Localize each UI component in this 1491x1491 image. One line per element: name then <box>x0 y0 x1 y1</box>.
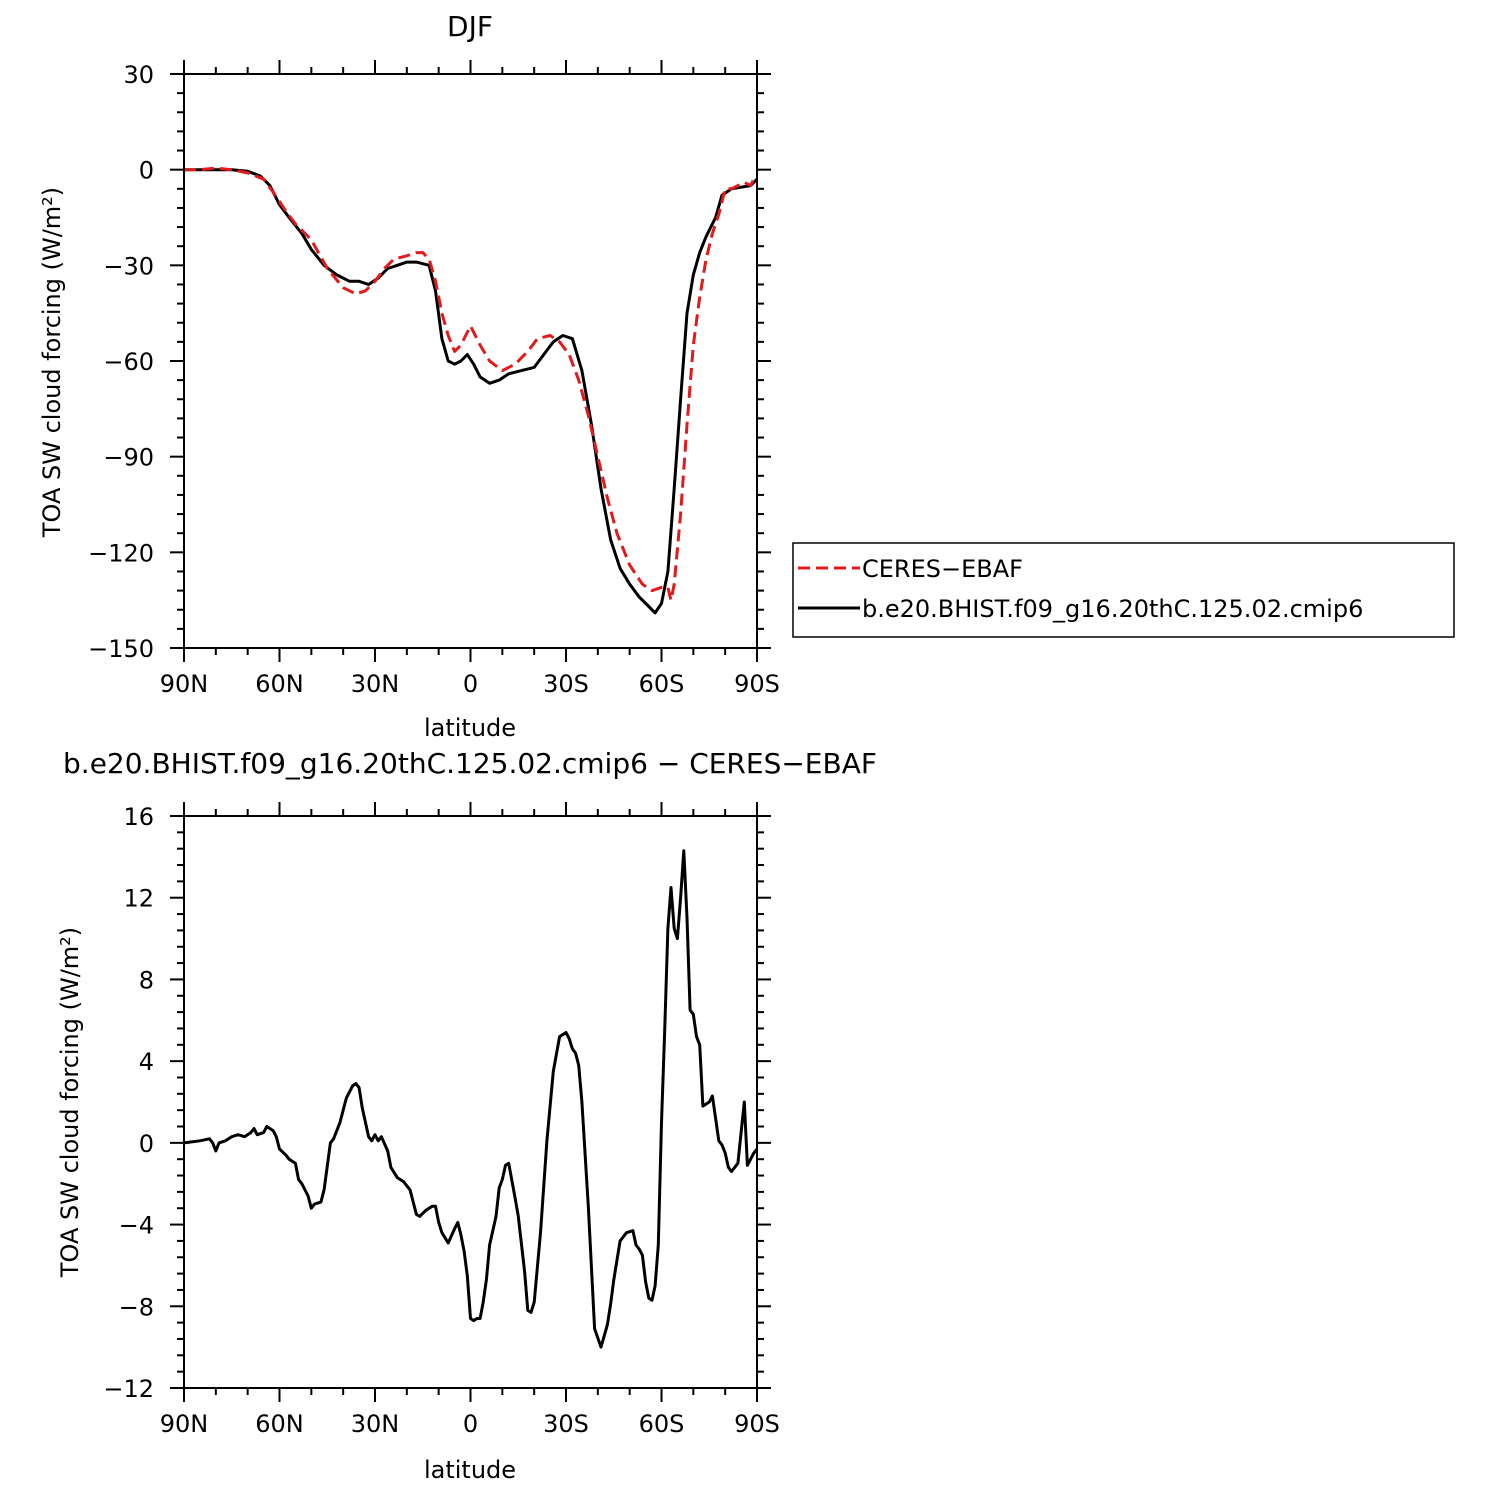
x-tick-label: 0 <box>463 1410 478 1438</box>
y-tick-label: 16 <box>123 803 154 831</box>
chart-title: b.e20.BHIST.f09_g16.20thC.125.02.cmip6 −… <box>63 747 877 780</box>
y-tick-label: −60 <box>103 348 154 376</box>
x-tick-label: 90S <box>734 670 780 698</box>
x-tick-label: 90N <box>160 670 209 698</box>
chart-title: DJF <box>447 10 493 43</box>
y-tick-label: −150 <box>88 635 154 663</box>
legend-label-ceres: CERES−EBAF <box>862 555 1023 583</box>
y-tick-label: 8 <box>139 966 154 994</box>
legend-label-model: b.e20.BHIST.f09_g16.20thC.125.02.cmip6 <box>862 595 1363 623</box>
legend: CERES−EBAF b.e20.BHIST.f09_g16.20thC.125… <box>792 542 1455 638</box>
series-line-ceres-ebaf <box>184 166 757 602</box>
y-tick-label: −8 <box>119 1293 154 1321</box>
x-tick-label: 90S <box>734 1410 780 1438</box>
series-line-model <box>183 849 759 1349</box>
x-tick-label: 60N <box>255 1410 304 1438</box>
x-tick-label: 0 <box>463 670 478 698</box>
y-tick-label: −120 <box>88 539 154 567</box>
x-axis-label: latitude <box>424 714 516 742</box>
x-tick-label: 60S <box>639 670 685 698</box>
y-tick-label: 0 <box>139 157 154 185</box>
y-tick-label: 0 <box>139 1130 154 1158</box>
y-tick-label: 12 <box>123 885 154 913</box>
panel-bottom: b.e20.BHIST.f09_g16.20thC.125.02.cmip6 −… <box>56 747 877 1484</box>
x-axis-label: latitude <box>424 1456 516 1484</box>
panel-top: DJF TOA SW cloud forcing (W/m²) latitude… <box>38 10 780 742</box>
plot-frame <box>183 815 758 1389</box>
x-tick-label: 30S <box>543 670 589 698</box>
x-tick-label: 90N <box>160 1410 209 1438</box>
x-tick-label: 30N <box>351 670 400 698</box>
series-line-model <box>184 168 759 615</box>
x-tick-label: 30S <box>543 1410 589 1438</box>
x-tick-label: 60N <box>255 670 304 698</box>
y-tick-label: −12 <box>103 1375 154 1403</box>
legend-box <box>792 542 1455 638</box>
y-axis-label: TOA SW cloud forcing (W/m²) <box>38 187 66 538</box>
x-tick-label: 30N <box>351 1410 400 1438</box>
y-tick-label: −30 <box>103 252 154 280</box>
y-tick-label: 30 <box>123 61 154 89</box>
y-tick-label: −4 <box>119 1212 154 1240</box>
x-tick-label: 60S <box>639 1410 685 1438</box>
y-axis-label: TOA SW cloud forcing (W/m²) <box>56 927 84 1278</box>
y-tick-label: −90 <box>103 444 154 472</box>
plot-frame <box>183 73 758 649</box>
y-tick-label: 4 <box>139 1048 154 1076</box>
